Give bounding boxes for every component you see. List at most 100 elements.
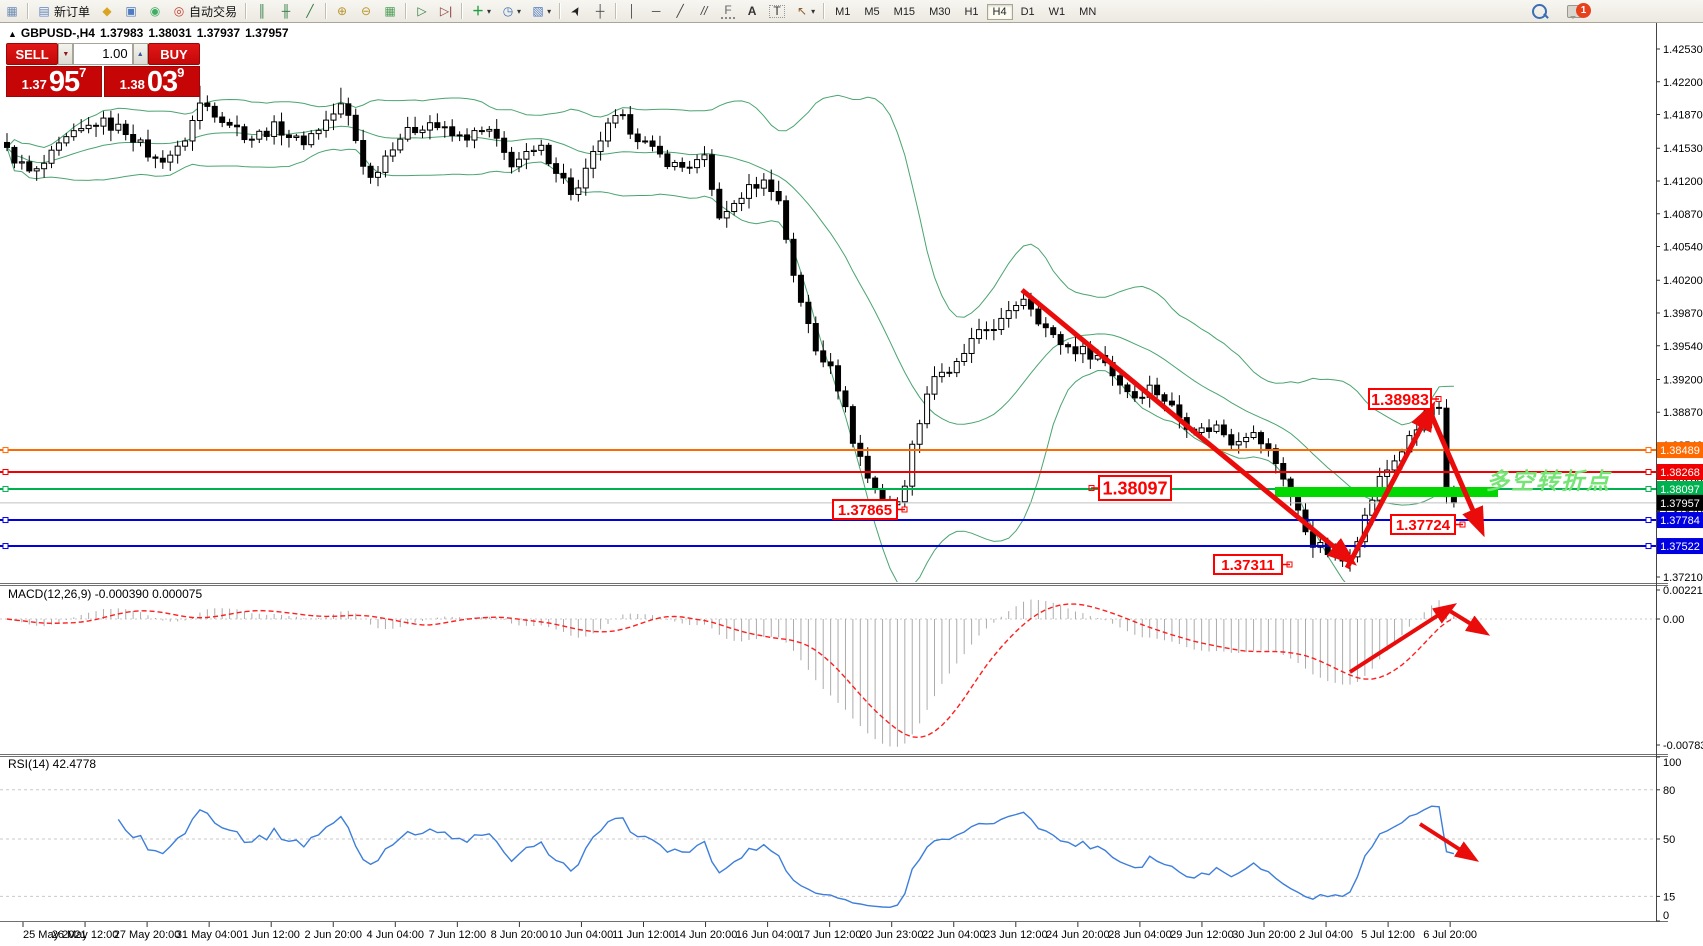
periods-button[interactable]: ◷ ▾ bbox=[497, 0, 525, 22]
ask-price-panel[interactable]: 1.38 03 9 bbox=[104, 66, 200, 97]
svg-text:1 Jun 12:00: 1 Jun 12:00 bbox=[242, 929, 300, 941]
chevron-down-icon: ▾ bbox=[487, 6, 492, 16]
candlestick-series bbox=[4, 85, 1457, 572]
trendline-button[interactable]: ╱ bbox=[669, 0, 691, 22]
trend-arrow[interactable] bbox=[1020, 288, 1357, 566]
autotrade-button[interactable]: ◎ 自动交易 bbox=[168, 0, 241, 22]
trend-arrow[interactable] bbox=[1422, 399, 1485, 538]
vertical-line-button[interactable]: │ bbox=[621, 0, 643, 22]
text-label-button[interactable]: T bbox=[765, 0, 789, 22]
svg-text:1.38489: 1.38489 bbox=[1660, 445, 1700, 457]
candle-chart-button[interactable]: ╫ bbox=[275, 0, 297, 22]
chart-window-icon: ▣ bbox=[125, 4, 137, 18]
line-chart-button[interactable]: ╱ bbox=[299, 0, 321, 22]
toolbar-separator bbox=[245, 3, 248, 19]
trend-arrow[interactable] bbox=[1448, 609, 1491, 636]
arrows-button[interactable]: ↖ ▾ bbox=[791, 0, 819, 22]
trend-arrow[interactable] bbox=[1418, 822, 1480, 862]
window-button[interactable]: ▦ bbox=[1, 0, 23, 22]
chart-window-button[interactable]: ▣ bbox=[120, 0, 142, 22]
timeframe-h4-button[interactable]: H4 bbox=[986, 4, 1013, 20]
ohlc-low: 1.37937 bbox=[196, 26, 241, 40]
svg-text:1.42530: 1.42530 bbox=[1663, 44, 1703, 56]
svg-text:2 Jul 04:00: 2 Jul 04:00 bbox=[1299, 929, 1353, 941]
signals-button[interactable]: ◉ bbox=[144, 0, 166, 22]
timeframe-mn-button[interactable]: MN bbox=[1079, 6, 1097, 18]
timeframe-m1-button[interactable]: M1 bbox=[835, 6, 851, 18]
fibonacci-button[interactable]: F bbox=[717, 0, 739, 22]
collapse-icon[interactable]: ▲ bbox=[8, 29, 17, 39]
price-annotation-label[interactable]: 1.37865 bbox=[832, 499, 908, 520]
svg-text:14 Jun 20:00: 14 Jun 20:00 bbox=[674, 929, 738, 941]
svg-text:0.002214: 0.002214 bbox=[1663, 585, 1703, 597]
svg-text:1.39870: 1.39870 bbox=[1663, 308, 1703, 320]
trend-arrow[interactable] bbox=[1344, 401, 1436, 570]
price-annotation-label[interactable]: 1.38983 bbox=[1368, 388, 1442, 410]
price-annotation-label[interactable]: 1.37724 bbox=[1390, 514, 1466, 535]
chart-header: ▲ GBPUSD-,H4 1.37983 1.38031 1.37937 1.37957 bbox=[8, 26, 294, 40]
toolbar-separator bbox=[27, 3, 29, 19]
chart-shift-icon: ▷| bbox=[439, 4, 453, 18]
timeframe-m15-button[interactable]: M15 bbox=[893, 6, 916, 18]
svg-text:1.37522: 1.37522 bbox=[1660, 541, 1700, 553]
new-order-button[interactable]: ▤ 新订单 bbox=[33, 0, 94, 22]
bid-prefix: 1.37 bbox=[21, 77, 47, 92]
line-anchor-handle bbox=[1645, 485, 1652, 492]
volume-increase-button[interactable]: ▲ bbox=[132, 43, 148, 65]
svg-text:-0.007831: -0.007831 bbox=[1663, 740, 1703, 752]
market-watch-button[interactable]: ◆ bbox=[96, 0, 118, 22]
bar-chart-button[interactable]: ║ bbox=[251, 0, 273, 22]
svg-text:1.37784: 1.37784 bbox=[1660, 515, 1700, 527]
sell-button[interactable]: SELL bbox=[6, 43, 59, 65]
svg-text:30 Jun 20:00: 30 Jun 20:00 bbox=[1232, 929, 1296, 941]
bid-price-panel[interactable]: 1.37 95 7 bbox=[6, 66, 102, 97]
turning-point-annotation[interactable]: 多空转折点 bbox=[1486, 468, 1612, 494]
horizontal-line-button[interactable]: ─ bbox=[645, 0, 667, 22]
chart-shift-button[interactable]: ▷| bbox=[435, 0, 457, 22]
zoom-in-button[interactable]: ⊕ bbox=[331, 0, 353, 22]
timeframe-w1-button[interactable]: W1 bbox=[1048, 6, 1066, 18]
market-watch-icon: ◆ bbox=[102, 4, 112, 18]
auto-scroll-button[interactable]: ▷ bbox=[411, 0, 433, 22]
svg-text:1.38097: 1.38097 bbox=[1660, 484, 1700, 496]
price-annotation-label[interactable]: 1.37311 bbox=[1213, 554, 1293, 575]
horizontal-line-icon: ─ bbox=[651, 4, 661, 18]
trend-arrow[interactable] bbox=[1348, 603, 1458, 674]
svg-text:1.37865: 1.37865 bbox=[838, 502, 892, 519]
svg-text:80: 80 bbox=[1663, 785, 1675, 797]
svg-text:26 May 12:00: 26 May 12:00 bbox=[52, 929, 119, 941]
timeframe-d1-button[interactable]: D1 bbox=[1020, 6, 1035, 18]
channel-button[interactable]: // bbox=[693, 0, 715, 22]
notification-badge[interactable]: 1 bbox=[1576, 3, 1591, 18]
search-button[interactable] bbox=[1528, 0, 1551, 22]
templates-button[interactable]: ▧ ▾ bbox=[527, 0, 555, 22]
chevron-down-icon: ▾ bbox=[811, 6, 816, 16]
symbol-title: GBPUSD-,H4 bbox=[20, 26, 95, 40]
svg-text:1.37724: 1.37724 bbox=[1396, 517, 1451, 534]
search-icon bbox=[1532, 3, 1547, 19]
ask-prefix: 1.38 bbox=[119, 77, 145, 92]
buy-button[interactable]: BUY bbox=[147, 43, 201, 65]
zoom-out-button[interactable]: ⊖ bbox=[355, 0, 377, 22]
volume-input[interactable]: 1.00 bbox=[73, 43, 133, 65]
crosshair-button[interactable]: ┼ bbox=[589, 0, 611, 22]
price-annotation-label[interactable]: 1.38097 bbox=[1088, 475, 1172, 501]
price-axis[interactable]: 1.42530 1.42200 1.41870 1.41530 1.41200 1.408… bbox=[1656, 44, 1703, 922]
timeframe-h1-button[interactable]: H1 bbox=[964, 6, 979, 18]
svg-text:1.42200: 1.42200 bbox=[1663, 77, 1703, 89]
volume-decrease-button[interactable]: ▼ bbox=[58, 43, 74, 65]
timeframe-m5-button[interactable]: M5 bbox=[864, 6, 880, 18]
svg-text:27 May 20:00: 27 May 20:00 bbox=[114, 929, 181, 941]
timeframe-m30-button[interactable]: M30 bbox=[929, 6, 951, 18]
indicators-button[interactable]: ＋ ▾ bbox=[467, 0, 495, 22]
svg-text:1.38268: 1.38268 bbox=[1660, 467, 1700, 479]
toolbar-separator bbox=[615, 3, 618, 19]
tile-windows-button[interactable]: ▦ bbox=[379, 0, 401, 22]
window-icon: ▦ bbox=[6, 4, 18, 18]
toolbar-separator bbox=[405, 3, 408, 19]
text-button[interactable]: A bbox=[741, 0, 763, 22]
axis-price-label bbox=[1657, 494, 1703, 511]
svg-text:1.38097: 1.38097 bbox=[1102, 478, 1167, 498]
